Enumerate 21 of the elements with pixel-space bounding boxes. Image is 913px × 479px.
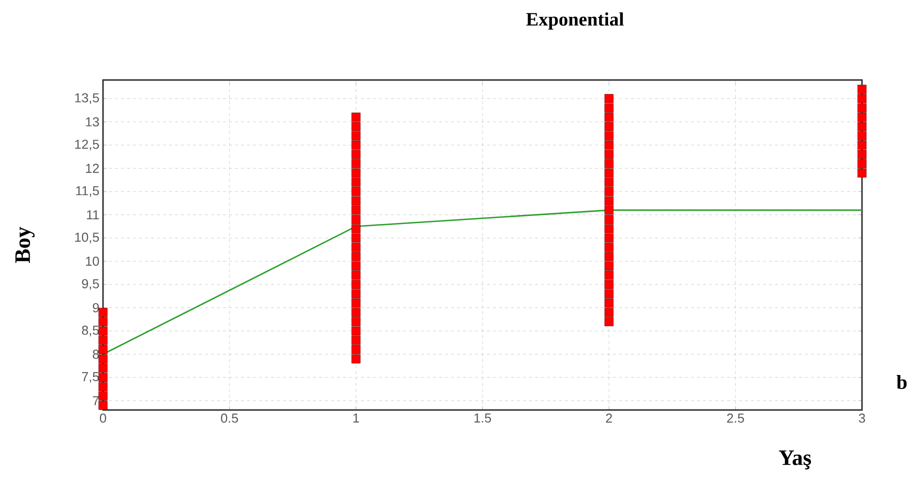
x-tick-label: 2.5 — [727, 414, 744, 423]
y-tick-label: 9,5 — [82, 279, 99, 290]
x-tick-label: 0.5 — [220, 414, 238, 423]
y-tick-label: 10 — [86, 256, 99, 266]
x-tick-label: 0 — [100, 414, 106, 423]
y-tick-label: 13 — [86, 117, 99, 126]
x-tick-label: 1 — [353, 414, 359, 422]
chart-title: Exponential — [526, 12, 624, 30]
x-tick-label: 1.5 — [474, 414, 491, 423]
y-tick-label: 11,5 — [76, 186, 99, 197]
text: b — [896, 374, 907, 390]
y-tick-label: 12 — [86, 164, 99, 173]
x-axis-title: Yaş — [778, 450, 811, 470]
y-tick-label: 11 — [86, 210, 99, 220]
y-tick-label: 10,5 — [75, 232, 99, 244]
x-tick-label: 2 — [606, 414, 612, 423]
y-tick-label: 13,5 — [75, 93, 99, 104]
x-tick-label: 3 — [858, 414, 866, 423]
y-tick-label: 9 — [92, 303, 99, 312]
y-tick-label: 12,5 — [75, 140, 99, 150]
y-axis-title: Boy — [15, 226, 35, 263]
